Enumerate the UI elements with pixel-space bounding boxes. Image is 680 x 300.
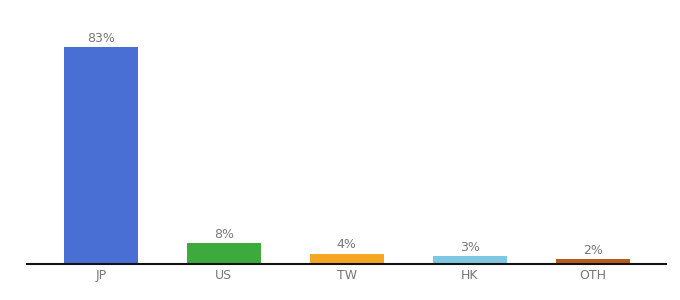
Text: 83%: 83% <box>87 32 115 45</box>
Text: 4%: 4% <box>337 238 357 251</box>
Bar <box>64 47 138 264</box>
Bar <box>187 243 260 264</box>
Bar <box>556 259 630 264</box>
Bar <box>433 256 507 264</box>
Text: 2%: 2% <box>583 244 602 257</box>
Text: 3%: 3% <box>460 241 479 254</box>
Text: 8%: 8% <box>214 228 234 241</box>
Bar <box>310 254 384 264</box>
